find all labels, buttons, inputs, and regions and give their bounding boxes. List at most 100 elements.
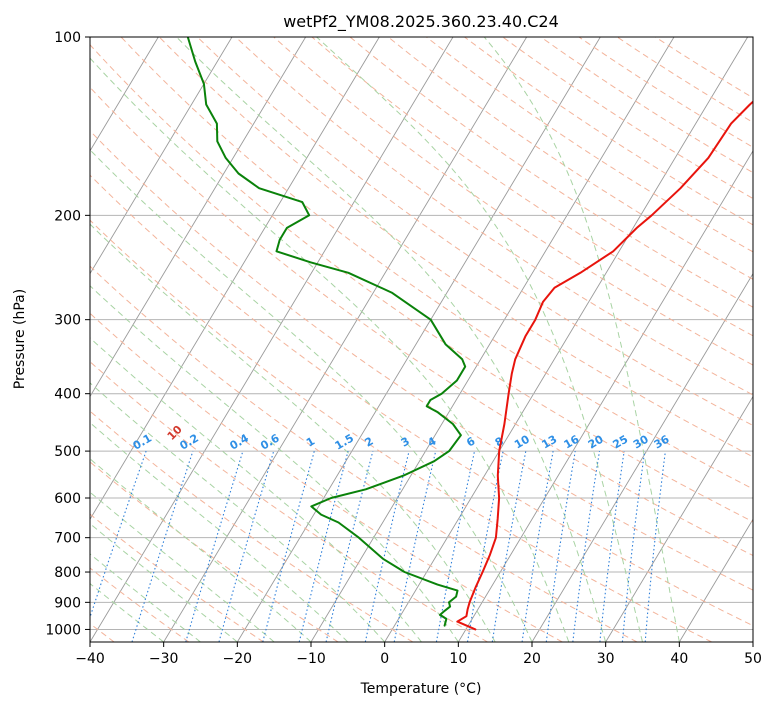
moist-adiabat-line (316, 37, 643, 642)
mixing-ratio-line (521, 451, 554, 642)
moist-adiabat-line (90, 523, 238, 642)
mixing-ratio-line (491, 450, 527, 642)
dewpoint-profile-line (186, 37, 467, 627)
mixing-ratio-line (218, 450, 275, 642)
x-tick-label: 50 (744, 651, 762, 667)
x-tick-label: 40 (670, 651, 688, 667)
dry-adiabat-line (90, 410, 414, 642)
x-tick-label: −10 (296, 651, 326, 667)
isotherm-line (163, 37, 528, 642)
x-axis: −40 −30 −20 −10 0 10 20 30 40 50 (75, 642, 762, 667)
isotherm-line (310, 37, 675, 642)
x-tick-label: 30 (597, 651, 615, 667)
moist-adiabat-line (90, 337, 422, 642)
mixing-ratio-line (545, 451, 576, 642)
isotherm-line (457, 150, 753, 642)
moist-adiabat-line (90, 582, 164, 642)
isotherm-line (605, 395, 753, 642)
mixing-ratio-line (262, 450, 315, 642)
y-axis-label: Pressure (hPa) (12, 289, 28, 389)
moist-adiabat-line (90, 382, 386, 642)
isotherm-line (531, 272, 753, 642)
plot-frame (89, 36, 754, 643)
dry-adiabat-line (158, 37, 753, 458)
moist-adiabat-line (90, 57, 570, 642)
mixing-ratio-line (599, 451, 625, 642)
mixing-ratio-line (435, 450, 476, 642)
dry-adiabat-line (90, 513, 264, 642)
moist-adiabat-line (90, 553, 201, 642)
y-axis: 1000 900 800 700 600 500 400 300 200 100 (45, 30, 90, 638)
mixing-ratio-label: 10 (512, 432, 532, 451)
chart-title: wetPf2_YM08.2025.360.23.40.C24 (283, 12, 559, 32)
y-tick-label: 600 (54, 491, 81, 507)
mixing-ratio-line (325, 450, 374, 642)
mixing-ratio-label: 16 (562, 432, 582, 451)
mixing-ratio-label: 0.6 (258, 431, 282, 452)
y-tick-label: 900 (54, 595, 81, 611)
moist-adiabat-line (90, 285, 459, 642)
x-tick-label: 10 (449, 651, 467, 667)
mixing-ratio-line (131, 450, 194, 642)
isotherm-line (384, 37, 749, 642)
dry-adiabat-line (426, 37, 753, 253)
dry-adiabat-line (387, 37, 753, 280)
mixing-ratio-line (364, 450, 410, 642)
dry-adiabat-line (90, 86, 753, 557)
dry-adiabat-line (273, 37, 753, 366)
moist-adiabat-line (176, 37, 607, 642)
y-tick-label: 1000 (45, 622, 81, 638)
mixing-ratio-line (298, 450, 349, 642)
dry-adiabat-line (90, 265, 638, 642)
dry-adiabat-line (235, 37, 753, 396)
x-tick-label: 0 (380, 651, 389, 667)
mixing-ratio-label: 13 (539, 433, 559, 452)
moist-adiabat-line (90, 491, 275, 642)
mixing-ratio-line (621, 451, 646, 642)
moist-adiabat-line (90, 422, 349, 642)
moist-adiabat-line (483, 37, 680, 642)
moist-adiabat-line (90, 458, 312, 642)
y-tick-label: 200 (54, 208, 81, 224)
dry-adiabat-line (197, 37, 753, 427)
dry-adiabat-line (540, 37, 753, 174)
mixing-ratio-line (393, 450, 437, 642)
dry-adiabat-line (90, 567, 190, 642)
mixing-ratio-label: 1 (304, 435, 317, 450)
y-tick-label: 400 (54, 387, 81, 403)
dry-adiabat-line (311, 37, 753, 337)
isotherm-line (752, 641, 753, 642)
dry-adiabat-line (655, 37, 753, 99)
x-axis-label: Temperature (°C) (360, 681, 482, 697)
dry-adiabat-line (90, 461, 339, 642)
mixing-ratio-label: 0.4 (227, 431, 251, 452)
isotherm-line (236, 37, 601, 642)
dry-adiabat-line (90, 360, 488, 642)
y-tick-label: 300 (54, 313, 81, 329)
y-tick-label: 800 (54, 565, 81, 581)
x-tick-label: 20 (523, 651, 541, 667)
x-tick-label: −30 (149, 651, 179, 667)
y-tick-label: 500 (54, 444, 81, 460)
mixing-ratio-line (90, 450, 147, 619)
isotherm-line (0, 37, 11, 642)
mixing-ratio-label: 25 (611, 433, 631, 452)
dry-adiabat-line (90, 174, 753, 627)
mixing-ratio-label: 36 (652, 432, 672, 451)
x-tick-label: −20 (223, 651, 253, 667)
x-tick-label: −40 (75, 651, 105, 667)
isotherm-line (90, 37, 454, 642)
mixing-ratio-line (572, 451, 601, 642)
dry-adiabat-line (616, 37, 753, 123)
plot-area: 0.10.20.40.611.52346810131620253036-100-… (0, 37, 753, 642)
dry-adiabat-line (90, 44, 753, 523)
mixing-ratio-label: 6 (464, 434, 477, 449)
dry-adiabat-line (349, 37, 753, 308)
y-tick-label: 100 (54, 30, 81, 46)
dry-adiabat-line (90, 219, 712, 642)
isotherm-line (90, 37, 233, 275)
dry-adiabat-line (90, 130, 753, 591)
dry-adiabat-line (120, 37, 753, 490)
mixing-ratio-line (185, 450, 244, 642)
